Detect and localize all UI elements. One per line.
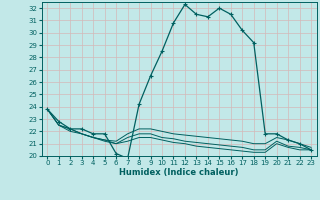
X-axis label: Humidex (Indice chaleur): Humidex (Indice chaleur) [119, 168, 239, 177]
